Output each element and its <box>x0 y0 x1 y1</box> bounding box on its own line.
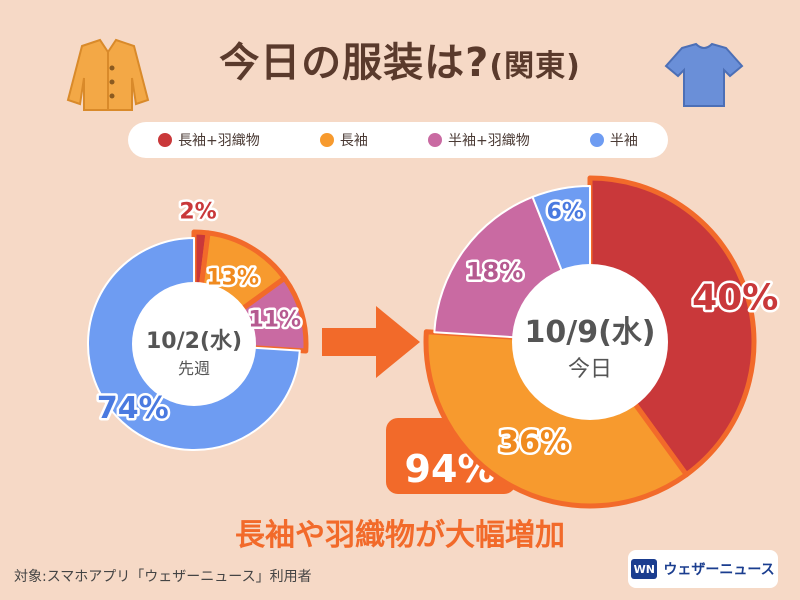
legend-item: 長袖+羽織物 <box>158 130 260 150</box>
center-sub-label: 今日 <box>568 357 612 382</box>
headline: 長袖や羽織物が大幅増加 <box>235 518 565 553</box>
tshirt-icon <box>664 42 744 107</box>
legend-label: 長袖 <box>339 133 368 149</box>
title-region: (関東) <box>489 49 581 84</box>
footer-note: 対象:スマホアプリ「ウェザーニュース」利用者 <box>14 569 312 585</box>
legend-item: 半袖+羽織物 <box>428 130 530 150</box>
pie-slice <box>587 175 757 478</box>
legend-label: 半袖+羽織物 <box>448 133 530 149</box>
pie-chart-today: 10/9(水) 今日 40% 36% 18% 6% <box>423 175 781 509</box>
center-sub-label: 先週 <box>178 359 210 378</box>
legend-item: 長袖 <box>319 130 368 150</box>
legend-swatch <box>158 133 173 147</box>
brand-logo: WN <box>631 559 658 579</box>
pie-value-label: 36% <box>498 425 570 460</box>
title-main: 今日の服装は? <box>219 40 490 86</box>
legend-swatch <box>589 133 604 147</box>
pie-value-label: 13% <box>206 266 259 291</box>
pie-chart-last-week: 10/2(水) 先週 2% 13% 11% 74% <box>87 197 309 451</box>
legend: 長袖+羽織物 長袖 半袖+羽織物 半袖 <box>128 122 668 158</box>
legend-label: 半袖 <box>609 133 638 149</box>
pie-slice <box>423 329 689 509</box>
legend-item: 半袖 <box>589 130 638 150</box>
pie-value-label: 18% <box>466 258 523 286</box>
legend-swatch <box>428 133 443 147</box>
legend-swatch <box>319 133 334 147</box>
arrow-icon <box>322 306 420 378</box>
legend-label: 長袖+羽織物 <box>178 133 260 149</box>
pie-value-label: 40% <box>692 277 778 318</box>
pie-center <box>512 264 668 420</box>
brand-badge: WN ウェザーニュース <box>628 550 778 588</box>
pie-value-label: 11% <box>248 308 301 333</box>
pie-value-label: 74% <box>97 391 169 426</box>
pie-center <box>132 282 256 406</box>
pie-value-label: 6% <box>547 199 584 224</box>
center-date-label: 10/2(水) <box>146 329 242 354</box>
page-title: 今日の服装は?(関東) <box>0 30 800 88</box>
pie-value-label: 2% <box>179 199 216 224</box>
brand-name: ウェザーニュース <box>663 562 775 578</box>
cardigan-icon <box>66 38 150 111</box>
center-date-label: 10/9(水) <box>524 315 655 350</box>
